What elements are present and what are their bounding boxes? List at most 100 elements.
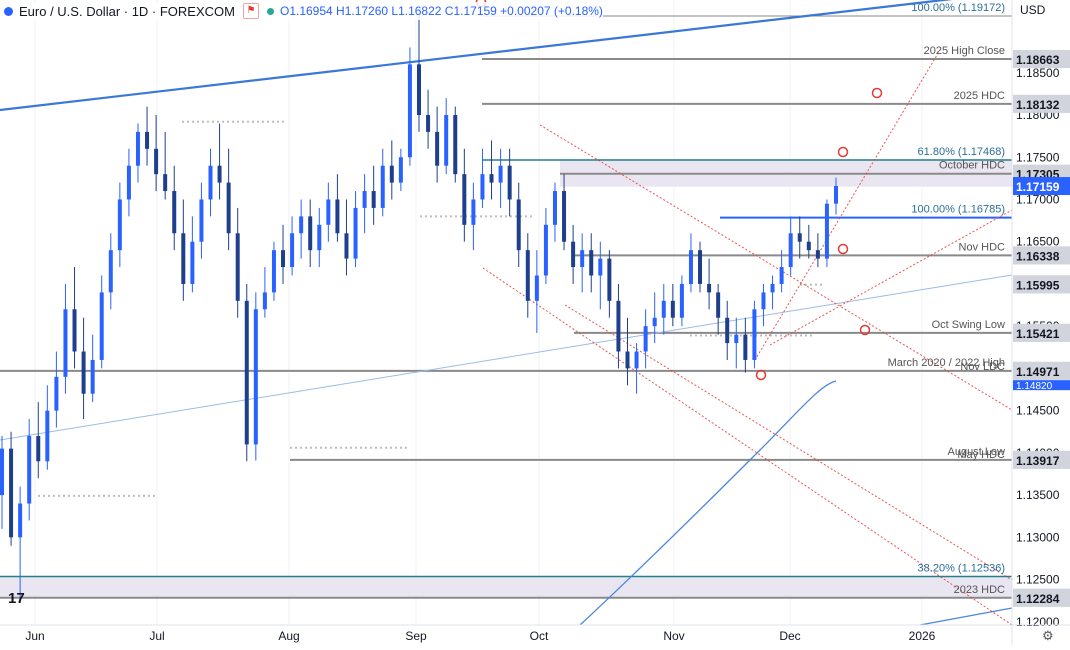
candle-body bbox=[244, 300, 249, 445]
candle bbox=[462, 148, 467, 242]
price-level-value: 1.13917 bbox=[1016, 454, 1060, 468]
price-tick-label: 1.13000 bbox=[1016, 530, 1060, 544]
candle-body bbox=[163, 174, 168, 192]
candle-body bbox=[534, 275, 539, 301]
candle bbox=[398, 148, 403, 192]
candle bbox=[308, 199, 313, 268]
candle bbox=[480, 148, 485, 208]
candle bbox=[707, 258, 712, 310]
candle bbox=[725, 300, 730, 360]
candle bbox=[652, 292, 657, 344]
candle-body bbox=[54, 376, 59, 411]
currency-label[interactable]: USD bbox=[1020, 3, 1046, 17]
candle-body bbox=[435, 131, 440, 166]
candle-body bbox=[815, 250, 820, 259]
candle-body bbox=[688, 250, 693, 284]
candle bbox=[90, 334, 95, 403]
candle bbox=[389, 140, 394, 200]
level-label: May HDC bbox=[957, 449, 1005, 461]
tradingview-logo[interactable]: 17 bbox=[8, 590, 25, 607]
candle bbox=[752, 300, 757, 369]
flag-icon[interactable]: ⚑ bbox=[242, 3, 259, 19]
candle bbox=[670, 283, 675, 327]
level-label: 38.20% (1.12536) bbox=[918, 563, 1005, 575]
candle-body bbox=[598, 258, 603, 276]
candle-body bbox=[181, 233, 186, 284]
settings-gear-icon[interactable]: ⚙ bbox=[1042, 628, 1054, 643]
candle-body bbox=[344, 233, 349, 259]
symbol-title[interactable]: Euro / U.S. Dollar · 1D · FOREXCOM bbox=[19, 3, 235, 19]
candle-body bbox=[788, 233, 793, 268]
candle-body bbox=[507, 165, 512, 200]
candle-body bbox=[208, 165, 213, 200]
level-label: Nov LDC bbox=[960, 361, 1005, 373]
candle bbox=[625, 317, 630, 386]
candle bbox=[290, 216, 295, 276]
price-level-box bbox=[1013, 588, 1070, 607]
support-zone bbox=[0, 576, 1012, 598]
candle-body bbox=[444, 115, 449, 166]
candle bbox=[589, 233, 594, 293]
channel-line bbox=[564, 304, 1013, 581]
price-level-box bbox=[1013, 246, 1070, 265]
candle-body bbox=[380, 165, 385, 208]
level-label: 2025 High Close bbox=[924, 45, 1005, 57]
candle-body bbox=[262, 292, 267, 310]
symbol-icon bbox=[4, 6, 13, 16]
candle-body bbox=[670, 300, 675, 318]
candle bbox=[797, 216, 802, 259]
candle-body bbox=[145, 131, 150, 149]
candle bbox=[806, 224, 811, 259]
candle bbox=[253, 292, 258, 461]
highlight-zones bbox=[0, 158, 1012, 598]
candle-body bbox=[498, 165, 503, 183]
pivot-marker bbox=[837, 146, 849, 158]
candle-body bbox=[27, 435, 32, 504]
candle bbox=[36, 402, 41, 479]
candle-body bbox=[398, 157, 403, 183]
candle bbox=[417, 15, 421, 132]
candle-body bbox=[72, 309, 77, 352]
candle-body bbox=[607, 258, 612, 301]
price-tick-label: 1.16500 bbox=[1016, 235, 1060, 249]
candle-body bbox=[0, 448, 4, 496]
candle bbox=[516, 182, 521, 268]
price-level-box bbox=[1013, 450, 1070, 469]
candle-body bbox=[63, 309, 68, 377]
price-tick-label: 1.13500 bbox=[1016, 488, 1060, 502]
chart-header: Euro / U.S. Dollar · 1D · FOREXCOM ⚑ O1.… bbox=[4, 2, 603, 20]
candle bbox=[607, 250, 612, 318]
candle-body bbox=[634, 351, 639, 369]
candle-body bbox=[371, 191, 376, 208]
candle bbox=[688, 233, 693, 293]
candle bbox=[407, 47, 412, 166]
time-axis-label: Jun bbox=[25, 629, 44, 643]
candle-body bbox=[353, 207, 358, 259]
candle bbox=[226, 148, 231, 251]
candle-body bbox=[543, 224, 548, 276]
candle bbox=[54, 351, 59, 428]
price-tick-label: 1.12000 bbox=[1016, 615, 1060, 629]
price-level-value: 1.12284 bbox=[1016, 592, 1060, 606]
candle bbox=[543, 207, 548, 284]
candle bbox=[598, 241, 603, 310]
candle-body bbox=[698, 250, 703, 284]
candle bbox=[190, 216, 195, 293]
candle bbox=[172, 165, 177, 251]
candle-body bbox=[389, 165, 394, 183]
candle bbox=[145, 106, 150, 166]
candle-body bbox=[18, 503, 23, 538]
price-level-box bbox=[1013, 275, 1070, 294]
lower-trendline bbox=[0, 274, 1013, 441]
candle-body bbox=[81, 351, 86, 394]
candle-body bbox=[480, 174, 485, 200]
trendlines bbox=[0, 0, 1013, 626]
candle bbox=[616, 283, 621, 369]
candle-body bbox=[108, 250, 113, 293]
candle-body bbox=[679, 283, 684, 318]
candle bbox=[235, 207, 240, 318]
candle-body bbox=[90, 359, 95, 394]
pivot-marker bbox=[755, 369, 767, 381]
